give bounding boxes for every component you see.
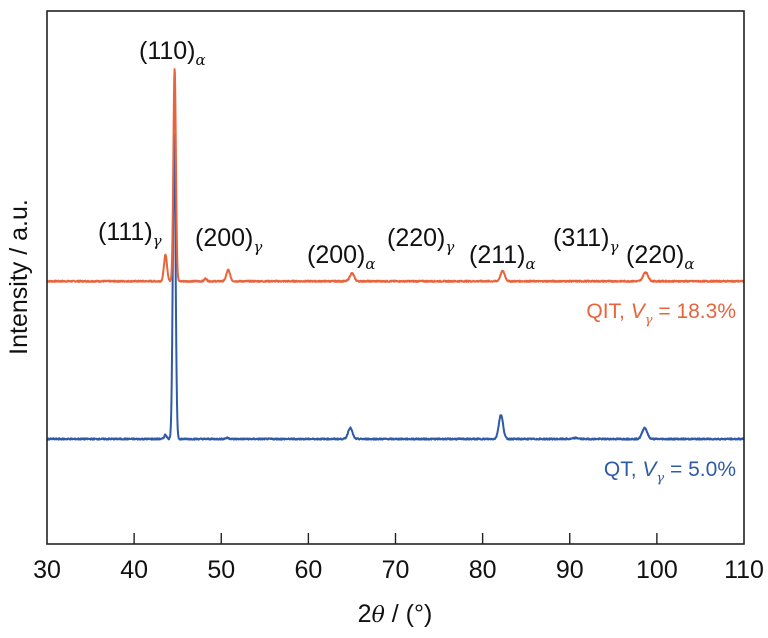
series-line-qit: [46, 68, 745, 283]
peak-label-200-alpha: (200)α: [307, 241, 376, 273]
x-tick-label: 80: [469, 556, 497, 584]
peak-label-211-alpha: (211)α: [469, 241, 536, 273]
series-line-qt: [46, 133, 745, 441]
legend-qt: QT, Vγ = 5.0%: [604, 458, 736, 486]
peak-label-220-gamma: (220)γ: [387, 224, 454, 256]
x-tick-label: 60: [294, 556, 322, 584]
peak-label-220-alpha: (220)α: [626, 241, 695, 273]
peak-label-311-gamma: (311)γ: [553, 224, 619, 256]
x-tick-label: 50: [207, 556, 235, 584]
x-tick-label: 70: [382, 556, 410, 584]
peak-label-200-gamma: (200)γ: [195, 224, 262, 256]
x-tick-label: 90: [556, 556, 584, 584]
x-tick-label: 40: [120, 556, 148, 584]
x-axis-title-suffix: / (°): [385, 600, 433, 628]
x-axis-title-theta: θ: [372, 603, 385, 628]
x-tick-label: 100: [636, 556, 678, 584]
x-tick-label: 30: [33, 556, 61, 584]
x-ticks: 30 40 50 60 70 80 90 100 110: [33, 533, 764, 584]
y-axis-title: Intensity / a.u.: [5, 199, 33, 355]
series-layer: [46, 68, 745, 441]
peak-label-111-gamma: (111)γ: [98, 218, 162, 250]
x-tick-label: 110: [724, 556, 764, 584]
x-axis-title-prefix: 2: [358, 600, 372, 628]
peak-label-110-alpha: (110)α: [139, 37, 206, 69]
legend-qit: QIT, Vγ = 18.3%: [586, 300, 736, 328]
x-axis-title: 2θ / (°): [358, 600, 433, 628]
